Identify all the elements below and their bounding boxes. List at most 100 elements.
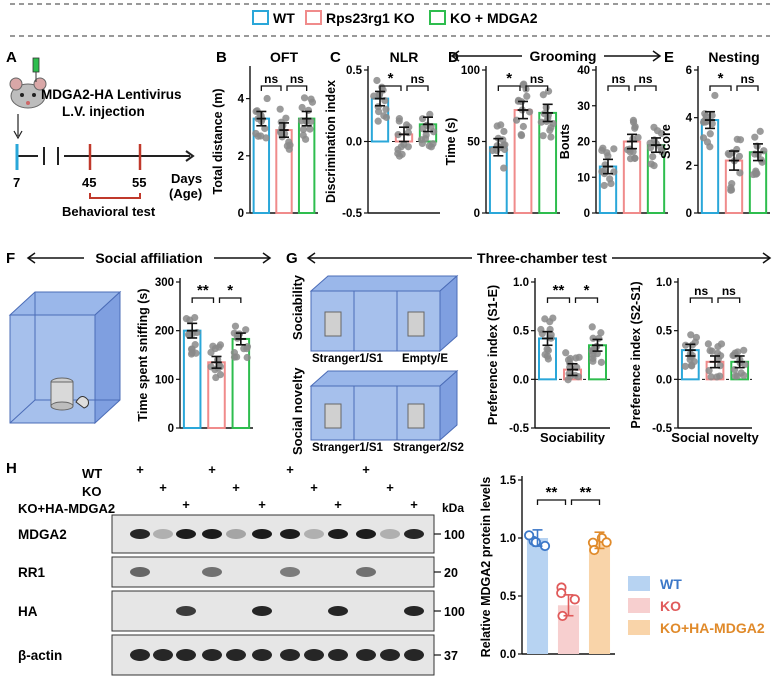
y-tick-label: -0.5 (652, 423, 672, 435)
blot-band (404, 606, 424, 616)
panel-letter-e: E (664, 49, 674, 66)
sig-label: ns (290, 72, 304, 86)
label-stranger2: Stranger2/S2 (393, 442, 464, 454)
data-point (589, 334, 597, 342)
data-point (500, 127, 508, 136)
blot-band (153, 529, 173, 539)
data-point (706, 347, 714, 355)
panel-letter-a: A (6, 49, 17, 66)
data-point (610, 145, 618, 153)
sig-label: ns (410, 72, 424, 86)
data-point (397, 143, 405, 151)
data-point (600, 181, 608, 190)
y-axis-label: Score (659, 124, 673, 159)
data-point (606, 175, 614, 183)
sig-bracket (191, 297, 215, 303)
sig-bracket (709, 85, 732, 91)
three-chamber-diagram-top: Stranger1/S1 Empty/E (309, 274, 459, 365)
panel-a-schematic: MDGA2-HA Lentivirus L.V. injection 7 45 … (9, 57, 202, 219)
data-point (380, 112, 388, 120)
sig-bracket (717, 297, 741, 303)
y-tick-label: 30 (577, 101, 590, 113)
data-point (753, 169, 761, 178)
data-point (681, 341, 690, 349)
social-affiliation-header: Social affiliation (26, 248, 272, 268)
data-point (212, 373, 220, 382)
lane-plus: + (159, 480, 167, 495)
chart-e: 0 2 4 6 Score Nesting * ns (659, 49, 770, 220)
data-point (493, 122, 501, 130)
data-point (261, 124, 269, 133)
legend-label-mdga: KO + MDGA2 (450, 10, 538, 26)
data-point (736, 169, 744, 177)
sig-bracket (406, 85, 429, 91)
data-point (597, 329, 605, 337)
data-point (735, 152, 744, 160)
mw-label: 100 (444, 605, 465, 619)
y-tick-label: -0.5 (342, 208, 362, 220)
data-point (257, 132, 265, 140)
data-point (398, 150, 406, 158)
y-tick-label: 0.5 (346, 65, 363, 77)
blot-band (202, 529, 222, 539)
y-tick-label: 0.5 (500, 591, 517, 603)
lane-markers: + + + + + + + + + + + + (136, 462, 418, 512)
data-point (230, 329, 238, 337)
data-point (517, 131, 526, 140)
data-point (421, 135, 430, 143)
data-point (512, 116, 521, 124)
blot-band (404, 649, 424, 661)
y-axis-label: Total distance (m) (211, 88, 225, 194)
y-tick-label: 0 (474, 208, 480, 220)
sig-label: * (506, 70, 512, 87)
y-tick-label: 2 (238, 151, 244, 163)
sig-label: ** (580, 484, 592, 501)
data-point (276, 105, 284, 113)
data-point (706, 130, 714, 138)
blot-band (202, 649, 222, 661)
y-axis-label: Discrimination index (324, 80, 338, 203)
data-point (650, 162, 658, 170)
lane-plus: + (362, 462, 370, 477)
blot-band (130, 529, 150, 539)
grooming-header: Grooming (450, 46, 662, 66)
y-tick-label: 0.0 (656, 374, 672, 386)
blot-band (328, 529, 348, 539)
legend-swatch-mdga (429, 10, 446, 25)
y-axis-label: Time (s) (444, 118, 458, 166)
data-point (562, 349, 570, 357)
blot-1: RR1 20 (18, 556, 458, 588)
y-tick-label: 50 (467, 137, 480, 149)
chart-h: 0.0 0.5 1.0 1.5 Relative MDGA2 protein level… (479, 475, 615, 661)
data-point (544, 87, 553, 95)
data-point (430, 128, 438, 136)
data-point (649, 153, 657, 161)
blot-band (153, 649, 173, 661)
sig-bracket (607, 85, 630, 91)
data-point (597, 358, 606, 366)
blot-band (252, 649, 272, 661)
data-point (192, 349, 200, 357)
y-axis-label: Preference index (S2-S1) (629, 281, 643, 428)
data-point (282, 114, 290, 122)
legend-label-ko: Rps23rg1 KO (326, 10, 415, 26)
western-blot: WT KO KO+HA-MDGA2 + + + + + + + + + + + + kDa MDGA2… (18, 462, 465, 676)
panel-letter-h: H (6, 460, 17, 477)
grooming-title: Grooming (530, 48, 597, 64)
data-point (740, 346, 748, 354)
data-point (530, 537, 541, 548)
blot-band (304, 649, 324, 661)
sig-bracket (574, 297, 599, 303)
data-point (687, 331, 695, 339)
data-point (631, 122, 639, 131)
y-tick-label: 1.0 (500, 533, 516, 545)
data-point (653, 127, 662, 135)
data-point (756, 127, 764, 135)
y-tick-label: 2 (686, 160, 692, 172)
y-tick-label: 0 (168, 423, 174, 435)
chart-d1: 0 50 100 Time (s) * ns (444, 65, 560, 220)
y-tick-label: 0 (238, 208, 244, 220)
data-point (564, 356, 573, 364)
blot-band (280, 529, 300, 539)
data-point (556, 587, 567, 599)
